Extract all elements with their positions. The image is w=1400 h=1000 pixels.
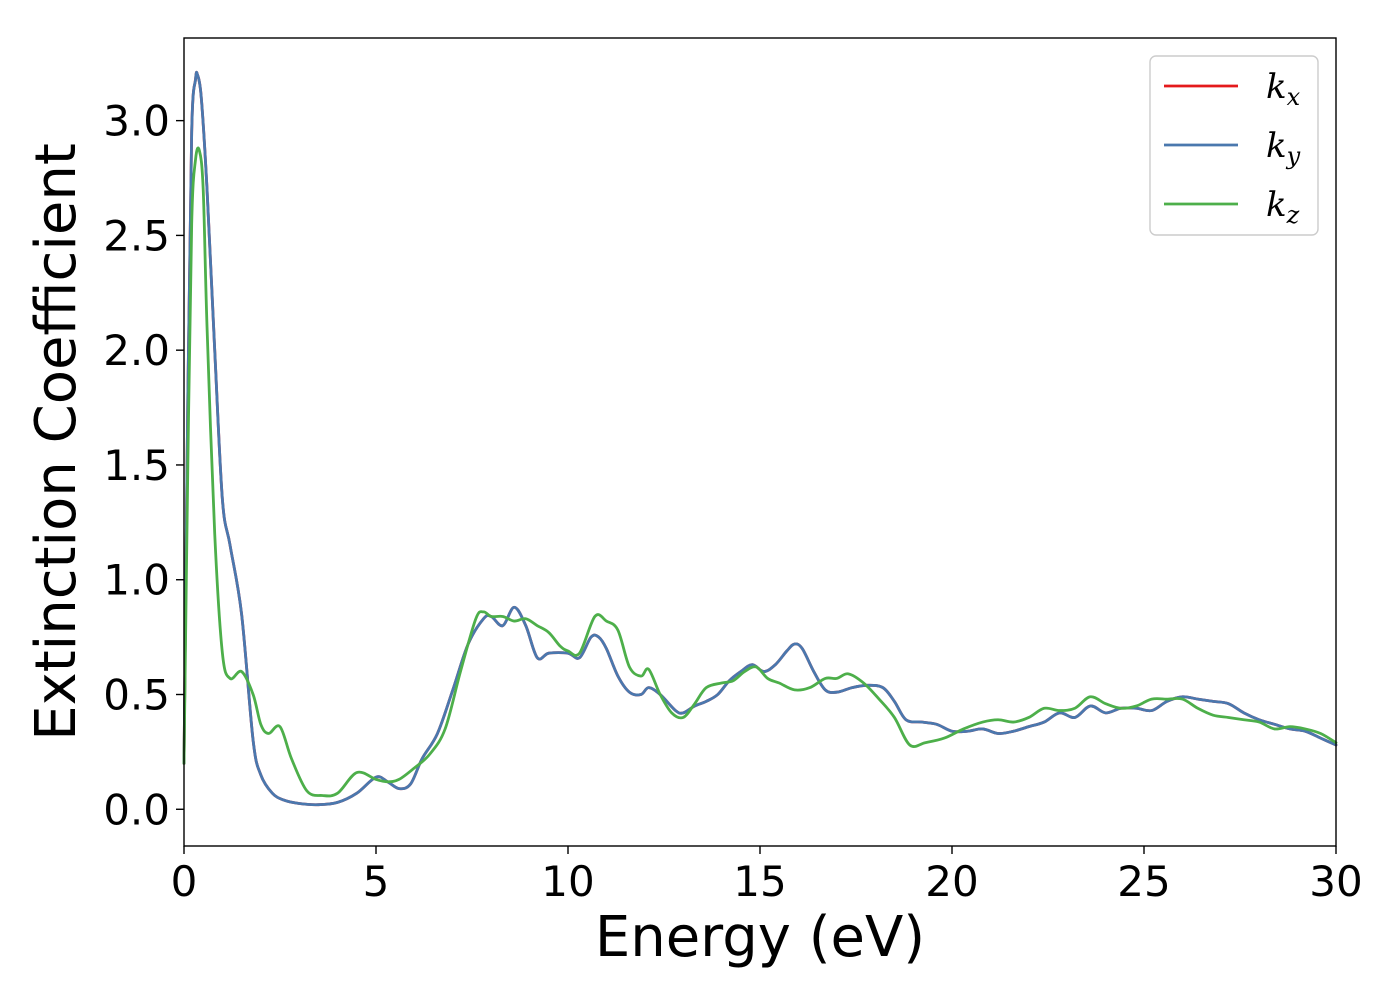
x-tick-label: 20 (925, 857, 978, 906)
legend: kx ky kz (1149, 55, 1319, 236)
series-layer (182, 70, 1338, 807)
x-tick-label: 5 (363, 857, 390, 906)
y-axis-label: Extinction Coefficient (24, 143, 89, 741)
x-axis-label: Energy (eV) (595, 905, 925, 970)
legend-label-z: kz (1266, 185, 1300, 229)
x-axis-ticks: 0 5 10 15 20 25 30 (171, 846, 1363, 906)
series-line-z (182, 146, 1338, 798)
y-axis-ticks: 0.0 0.5 1.0 1.5 2.0 2.5 3.0 (103, 97, 184, 834)
y-tick-label: 3.0 (103, 97, 170, 146)
y-tick-label: 1.0 (103, 556, 170, 605)
x-tick-label: 15 (733, 857, 786, 906)
y-tick-label: 0.0 (103, 785, 170, 834)
y-tick-label: 2.0 (103, 326, 170, 375)
legend-label-x: kx (1266, 67, 1301, 111)
y-tick-label: 2.5 (103, 211, 170, 260)
legend-items: kx ky kz (1164, 67, 1301, 229)
x-tick-label: 10 (541, 857, 594, 906)
y-tick-label: 1.5 (103, 441, 170, 490)
x-tick-label: 25 (1117, 857, 1170, 906)
x-tick-label: 30 (1309, 857, 1362, 906)
legend-label-y: ky (1266, 126, 1301, 170)
series-line-y (182, 70, 1338, 807)
x-tick-label: 0 (171, 857, 198, 906)
y-tick-label: 0.5 (103, 671, 170, 720)
